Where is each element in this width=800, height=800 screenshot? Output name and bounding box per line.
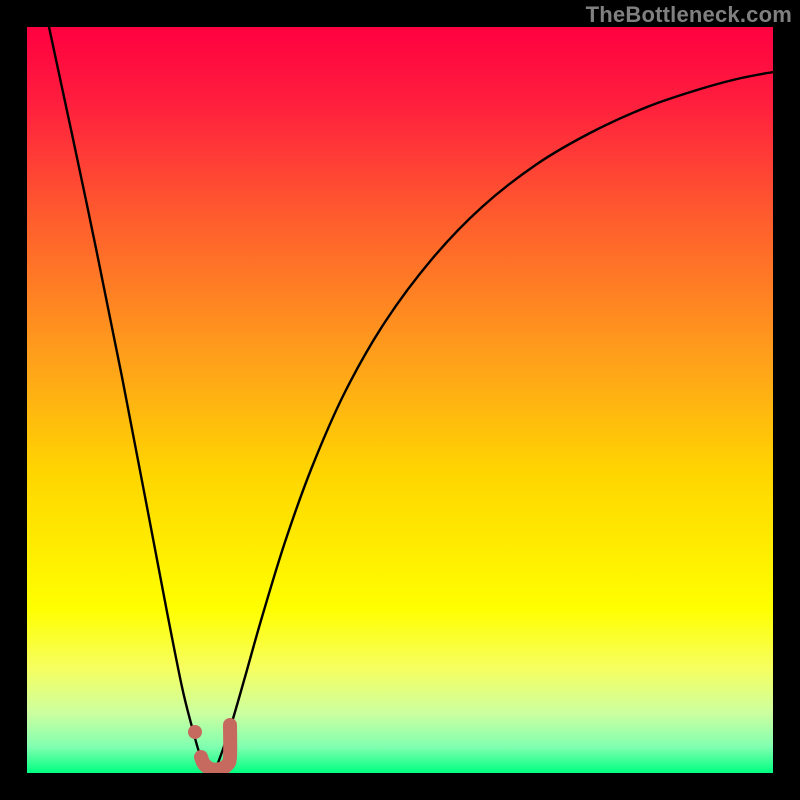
gradient-background xyxy=(27,27,773,773)
chart-frame: TheBottleneck.com xyxy=(0,0,800,800)
plot-area xyxy=(27,27,773,773)
watermark-text: TheBottleneck.com xyxy=(586,2,792,28)
plot-svg xyxy=(27,27,773,773)
j-marker-dot xyxy=(188,725,202,739)
